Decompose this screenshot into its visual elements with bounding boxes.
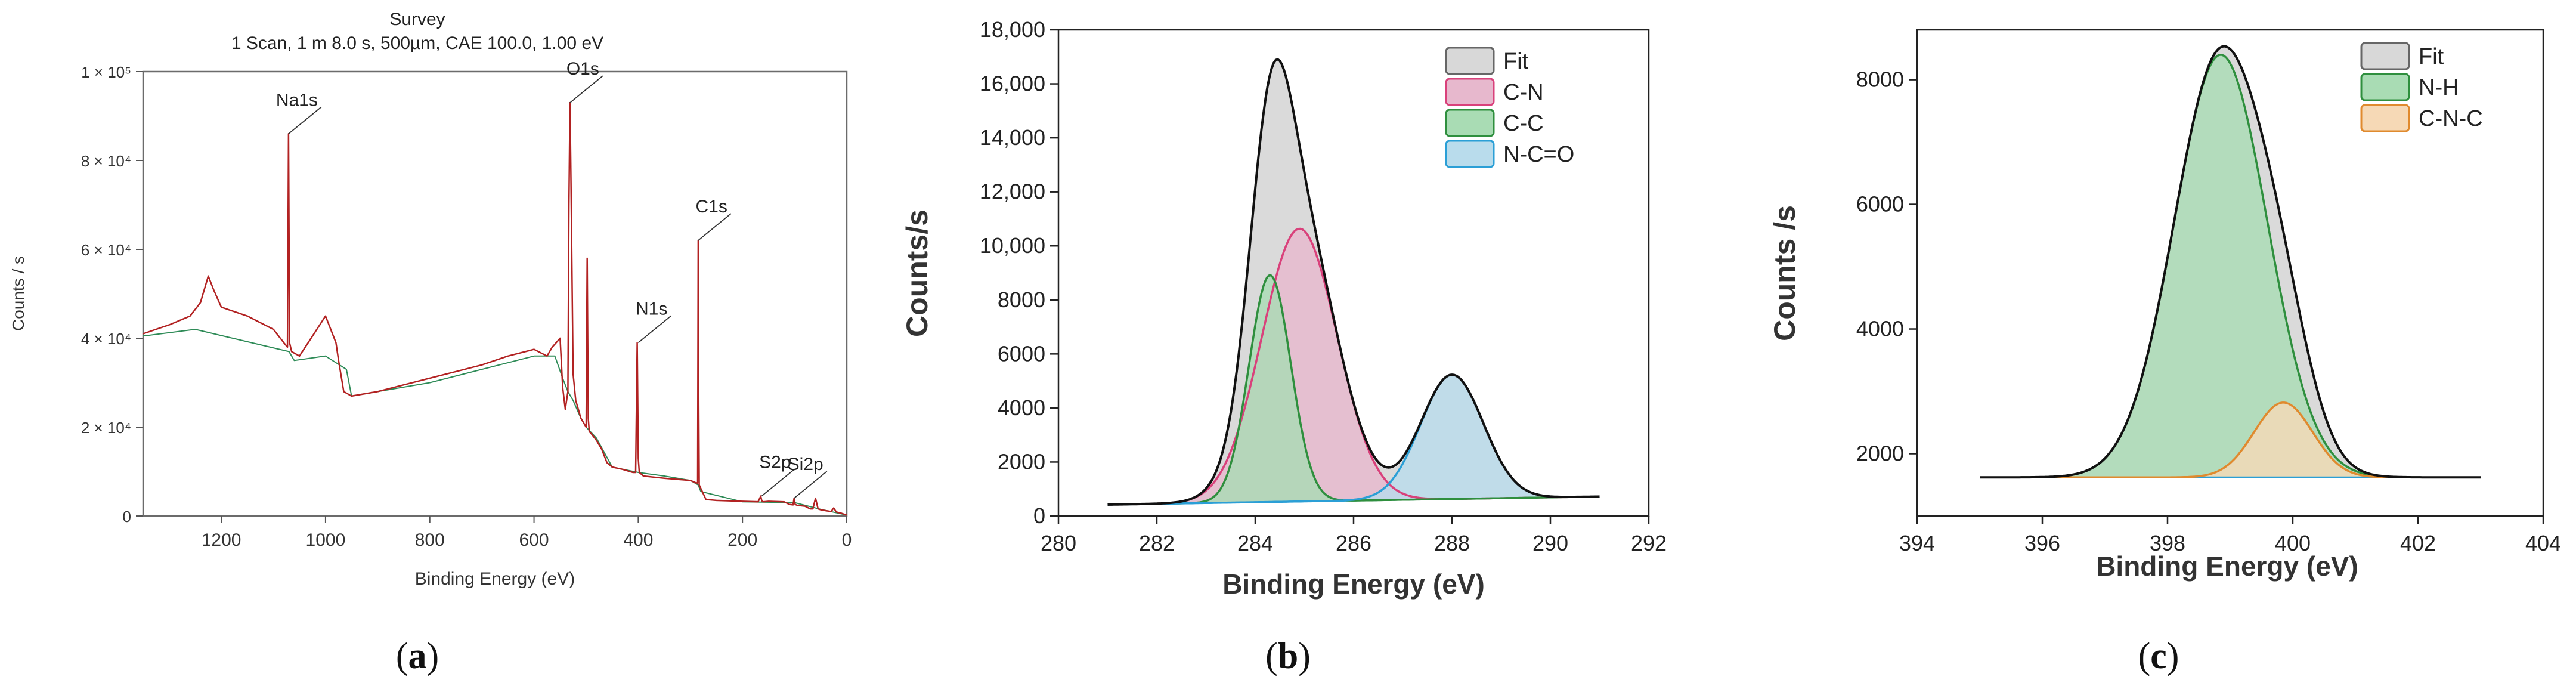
peak-label-si2p: Si2p xyxy=(788,455,823,474)
annotation-leader xyxy=(569,75,603,103)
component-area-n-h xyxy=(1980,55,2481,478)
legend-label-n-h: N-H xyxy=(2419,75,2459,100)
x-tick-label: 200 xyxy=(727,530,757,550)
panel-caption: (c) xyxy=(2138,636,2179,676)
y-tick-label: 2 × 10⁴ xyxy=(81,419,131,437)
y-tick-label: 6000 xyxy=(1856,192,1904,217)
panel-c-n1s-chart: 394 396 398 400 402 404 2000 4000 6000 8000 Fit N-… xyxy=(1768,29,2561,676)
y-tick-label: 10,000 xyxy=(980,233,1045,258)
y-tick-label: 6 × 10⁴ xyxy=(81,241,131,259)
x-tick-label: 394 xyxy=(1899,531,1935,555)
panel-caption-letter: b xyxy=(1278,636,1298,676)
panel-caption: (b) xyxy=(1265,636,1311,676)
legend-label-fit: Fit xyxy=(2419,44,2444,69)
series-line-survey-spectrum xyxy=(143,101,847,516)
x-tick-label: 290 xyxy=(1532,531,1568,555)
peak-label-n1s: N1s xyxy=(636,299,667,319)
x-tick-label: 400 xyxy=(623,530,653,550)
panel-caption-letter: a xyxy=(408,636,427,676)
fit-line xyxy=(1107,58,1600,506)
peak-label-o1s: O1s xyxy=(566,59,599,79)
legend-label-c-c: C-C xyxy=(1503,111,1544,136)
legend-swatch-n-c-o xyxy=(1445,140,1495,168)
y-tick-label: 4000 xyxy=(1856,317,1904,341)
y-tick-label: 2000 xyxy=(1856,441,1904,466)
x-tick-label: 398 xyxy=(2150,531,2185,555)
y-tick-label: 2000 xyxy=(998,449,1045,474)
annotation-leader xyxy=(698,213,732,241)
panel-b-c1s-chart: 280 282 284 286 288 290 292 0 2000 4000 6000 8000 10… xyxy=(900,17,1667,676)
x-tick-label: 400 xyxy=(2275,531,2311,555)
legend-swatch-fit xyxy=(2360,42,2410,70)
legend-swatch-c-c xyxy=(1445,109,1495,137)
y-tick-label: 0 xyxy=(123,508,131,526)
annotation-leader xyxy=(794,471,828,499)
plot-frame xyxy=(1916,29,2544,517)
y-tick-label: 0 xyxy=(1033,503,1045,528)
x-tick-label: 288 xyxy=(1434,531,1470,555)
x-tick-label: 800 xyxy=(415,530,445,550)
x-tick-label: 280 xyxy=(1041,531,1076,555)
panel-caption: (a) xyxy=(396,636,439,676)
y-tick-label: 1 × 10⁵ xyxy=(81,63,131,81)
series-line-background xyxy=(143,329,847,516)
legend-label-n-c-o: N-C=O xyxy=(1503,142,1574,167)
y-axis-label: Counts /s xyxy=(1768,205,1801,341)
x-tick-label: 286 xyxy=(1336,531,1371,555)
y-tick-label: 14,000 xyxy=(980,125,1045,150)
fit-line xyxy=(1980,45,2481,479)
y-tick-label: 12,000 xyxy=(980,180,1045,204)
y-axis-label: Counts/s xyxy=(900,209,934,337)
y-tick-label: 8000 xyxy=(998,288,1045,312)
legend-swatch-c-n-c xyxy=(2360,104,2410,132)
y-tick-label: 16,000 xyxy=(980,72,1045,96)
y-tick-label: 8 × 10⁴ xyxy=(81,152,131,170)
x-axis-label: Binding Energy (eV) xyxy=(1222,568,1485,600)
x-tick-label: 402 xyxy=(2400,531,2436,555)
x-tick-label: 404 xyxy=(2525,531,2561,555)
legend-swatch-c-n xyxy=(1445,78,1495,106)
legend-swatch-n-h xyxy=(2360,73,2410,101)
panel-caption-letter: c xyxy=(2150,636,2167,676)
annotation-leader xyxy=(761,468,795,497)
x-tick-label: 0 xyxy=(842,530,852,550)
x-tick-label: 282 xyxy=(1139,531,1175,555)
legend-label-c-n: C-N xyxy=(1503,80,1544,105)
x-tick-label: 1200 xyxy=(202,530,242,550)
peak-label-na1s: Na1s xyxy=(276,90,318,110)
x-tick-label: 1000 xyxy=(306,530,346,550)
x-axis-label: Binding Energy (eV) xyxy=(415,569,575,589)
y-axis-label: Counts / s xyxy=(9,256,27,331)
annotation-leader xyxy=(637,315,671,344)
y-tick-label: 18,000 xyxy=(980,17,1045,42)
x-tick-label: 600 xyxy=(519,530,549,550)
peak-label-s2p: S2p xyxy=(759,452,791,472)
legend-label-c-n-c: C-N-C xyxy=(2419,106,2483,131)
panel-a-survey-chart: Survey 1 Scan, 1 m 8.0 s, 500µm, CAE 100… xyxy=(9,10,852,676)
annotation-leader xyxy=(288,106,322,134)
peak-label-c1s: C1s xyxy=(696,197,727,217)
legend-swatch-fit xyxy=(1445,47,1495,75)
chart-title: Survey xyxy=(389,10,445,29)
chart-subtitle: 1 Scan, 1 m 8.0 s, 500µm, CAE 100.0, 1.0… xyxy=(231,33,603,53)
x-tick-label: 396 xyxy=(2024,531,2060,555)
y-tick-label: 6000 xyxy=(998,341,1045,366)
y-tick-label: 8000 xyxy=(1856,67,1904,92)
x-tick-label: 292 xyxy=(1631,531,1667,555)
y-tick-label: 4000 xyxy=(998,396,1045,420)
plot-frame xyxy=(142,70,848,517)
component-area-c-n xyxy=(1107,228,1600,505)
y-tick-label: 4 × 10⁴ xyxy=(81,330,131,348)
x-tick-label: 284 xyxy=(1237,531,1273,555)
x-axis-label: Binding Energy (eV) xyxy=(2096,551,2358,582)
legend-label-fit: Fit xyxy=(1503,49,1529,74)
